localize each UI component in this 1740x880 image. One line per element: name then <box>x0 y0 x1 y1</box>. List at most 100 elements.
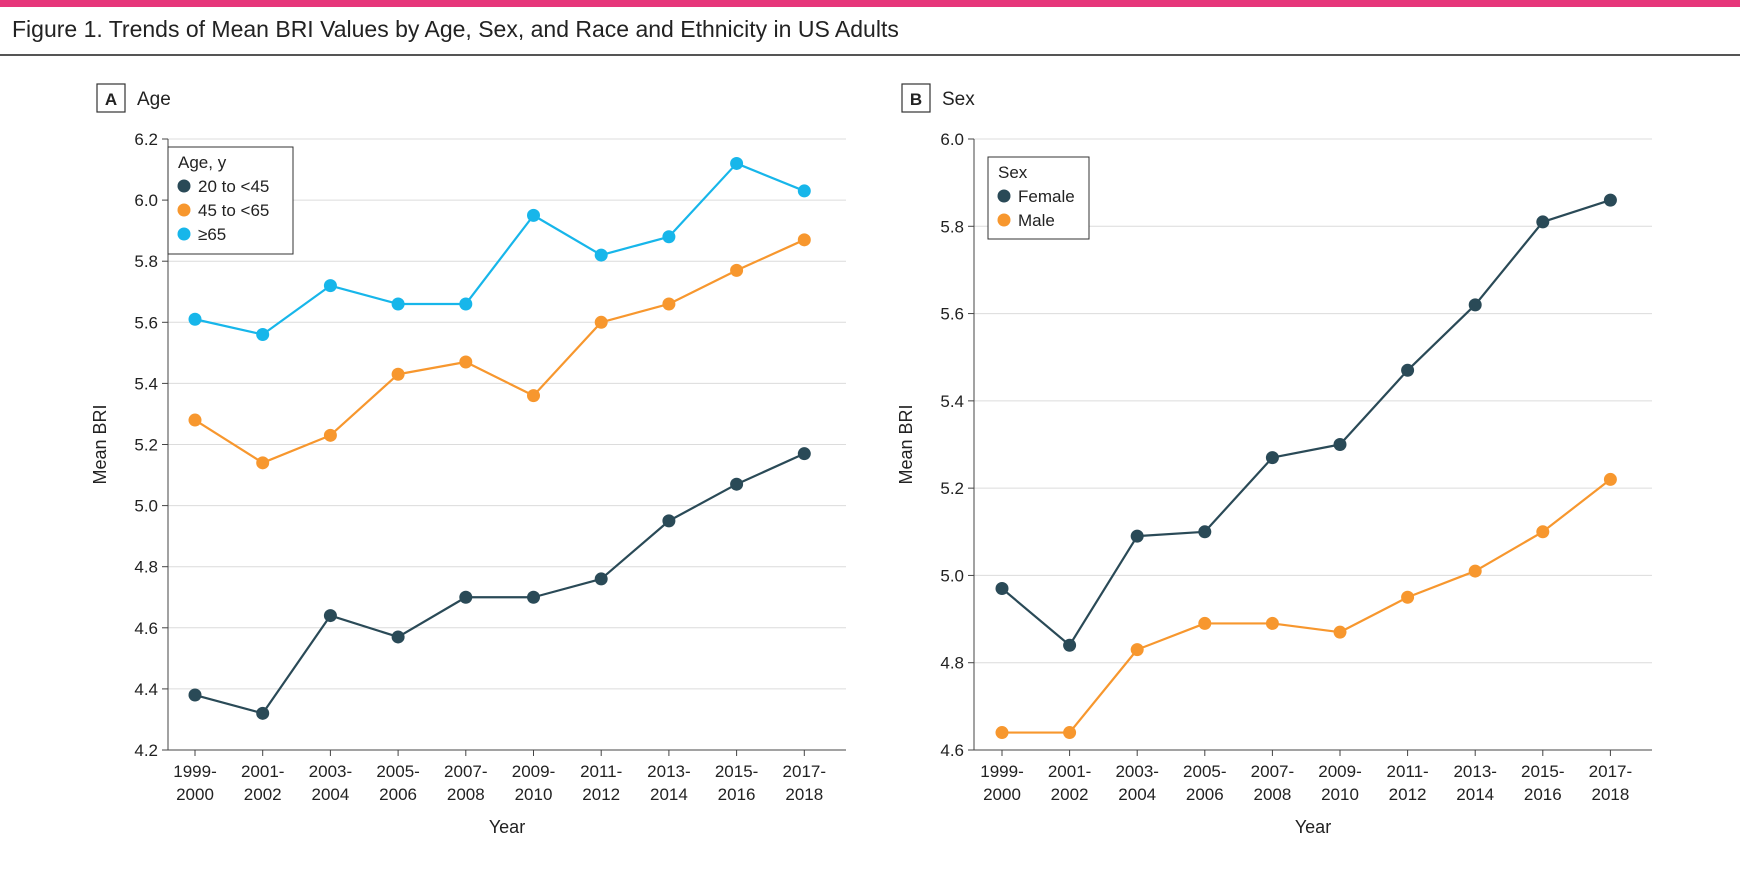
x-tick-label: 2010 <box>1321 785 1359 804</box>
x-tick-label: 2007- <box>1251 762 1294 781</box>
data-point <box>662 297 676 311</box>
y-tick-label: 6.0 <box>134 191 158 210</box>
x-tick-label: 2011- <box>580 762 622 781</box>
data-point <box>188 688 202 702</box>
y-tick-label: 5.4 <box>940 392 964 411</box>
x-tick-label: 2003- <box>1115 762 1158 781</box>
legend-marker <box>997 213 1011 227</box>
panel-letter: B <box>910 90 922 109</box>
y-tick-label: 4.8 <box>940 654 964 673</box>
x-tick-label: 2004 <box>1118 785 1156 804</box>
x-tick-label: 2006 <box>379 785 417 804</box>
data-point <box>1401 363 1415 377</box>
data-point <box>459 355 473 369</box>
legend: Sex Female Male <box>987 156 1090 240</box>
x-tick-label: 2000 <box>983 785 1021 804</box>
x-tick-label: 2007- <box>444 762 487 781</box>
x-tick-label: 2017- <box>783 762 826 781</box>
x-axis-title: Year <box>1295 817 1331 837</box>
data-point <box>323 609 337 623</box>
data-point <box>1536 525 1550 539</box>
data-point <box>527 208 540 222</box>
y-axis-title: Mean BRI <box>90 404 110 484</box>
data-point <box>730 477 744 491</box>
legend-title: Sex <box>998 163 1028 182</box>
panel-letter-box <box>96 83 126 113</box>
y-tick-label: 6.2 <box>134 130 158 149</box>
data-point <box>1198 616 1212 630</box>
data-point <box>995 582 1009 596</box>
data-point <box>1333 438 1347 451</box>
x-tick-label: 2011- <box>1386 762 1428 781</box>
x-tick-label: 2010 <box>515 785 553 804</box>
data-point <box>256 706 270 720</box>
legend-label: 45 to <65 <box>198 201 269 220</box>
data-point <box>1130 529 1144 543</box>
x-tick-label: 2002 <box>1051 785 1089 804</box>
series-line <box>194 238 805 464</box>
data-point <box>1468 564 1482 578</box>
y-tick-label: 5.2 <box>134 436 158 455</box>
x-tick-label: 2012 <box>1389 785 1427 804</box>
y-tick-label: 5.8 <box>940 217 964 236</box>
data-point <box>730 263 744 277</box>
x-tick-label: 1999- <box>173 762 216 781</box>
data-point <box>662 230 676 244</box>
data-point <box>594 248 608 262</box>
x-tick-label: 2002 <box>244 785 282 804</box>
y-tick-label: 5.4 <box>134 374 158 393</box>
y-tick-label: 4.6 <box>940 741 964 760</box>
x-tick-label: 1999- <box>980 762 1023 781</box>
legend-marker <box>177 203 191 217</box>
chart-panel-b: B Sex 4.6 4.8 5.0 5.2 5.4 5.6 5.8 6.0 1999- 2000 200… <box>896 83 1652 837</box>
data-point <box>391 297 405 311</box>
y-axis-title: Mean BRI <box>896 404 916 484</box>
data-point <box>730 156 744 170</box>
x-tick-label: 2016 <box>1524 785 1562 804</box>
legend-label: Female <box>1018 187 1075 206</box>
data-point <box>662 514 676 528</box>
data-point <box>1063 638 1077 652</box>
legend-label: 20 to <45 <box>198 177 269 196</box>
legend-marker <box>177 227 191 241</box>
x-tick-label: 2000 <box>176 785 214 804</box>
data-point <box>1401 590 1415 604</box>
legend-marker <box>177 179 191 193</box>
y-tick-label: 4.8 <box>134 558 158 577</box>
panel-letter-box <box>901 83 931 113</box>
x-axis-title: Year <box>489 817 525 837</box>
data-point <box>323 279 337 293</box>
data-point <box>527 389 540 403</box>
data-point <box>188 312 202 326</box>
legend-title: Age, y <box>178 153 227 172</box>
series-line <box>1001 199 1611 647</box>
data-point <box>594 315 608 329</box>
x-tick-label: 2017- <box>1589 762 1632 781</box>
series-line <box>1002 478 1612 734</box>
series-line <box>194 452 805 715</box>
data-point <box>1333 625 1347 639</box>
x-tick-label: 2005- <box>376 762 419 781</box>
chart-panel-a: A Age 4.2 4.4 4.6 4.8 5.0 5.2 5.4 5.6 5.8 6.0 6.2 199… <box>90 83 846 837</box>
legend-label: ≥65 <box>198 225 226 244</box>
y-tick-label: 5.8 <box>134 252 158 271</box>
x-tick-label: 2009- <box>1318 762 1361 781</box>
x-tick-label: 2013- <box>1453 762 1496 781</box>
y-tick-label: 4.4 <box>134 680 158 699</box>
data-point <box>1536 215 1550 229</box>
x-tick-label: 2001- <box>241 762 284 781</box>
x-tick-label: 2018 <box>785 785 823 804</box>
data-point <box>1130 643 1144 657</box>
data-point <box>459 590 473 604</box>
data-point <box>391 367 405 381</box>
figure-title: Figure 1. Trends of Mean BRI Values by A… <box>12 16 899 42</box>
x-tick-label: 2004 <box>311 785 349 804</box>
x-tick-label: 2008 <box>1253 785 1291 804</box>
data-point <box>1468 298 1482 312</box>
data-point <box>1265 451 1279 465</box>
x-tick-label: 2013- <box>647 762 690 781</box>
x-tick-label: 2009- <box>512 762 555 781</box>
x-tick-label: 2015- <box>1521 762 1564 781</box>
data-point <box>1063 726 1077 740</box>
